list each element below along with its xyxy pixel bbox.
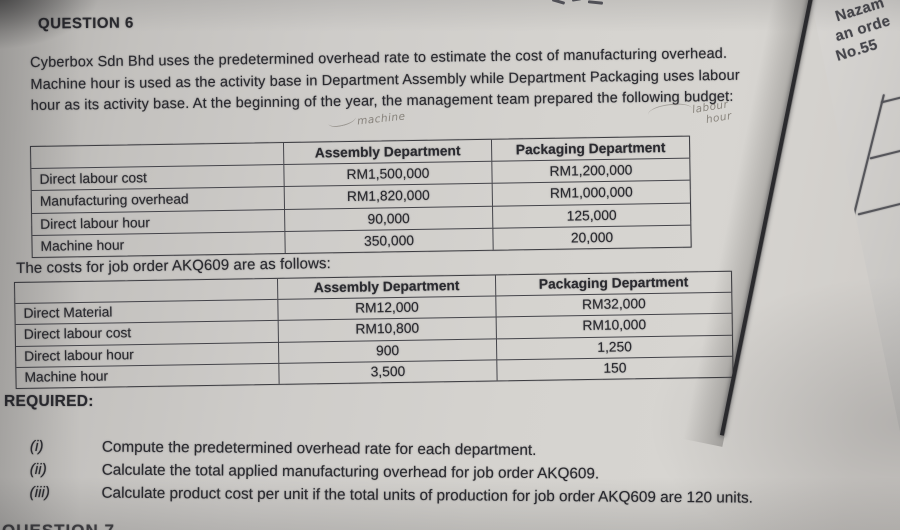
required-heading: REQUIRED: [4, 393, 94, 410]
required-item-text: Calculate product cost per unit if the t… [101, 484, 753, 508]
budget-cell: 125,000 [491, 202, 691, 228]
budget-cell: RM1,820,000 [283, 183, 492, 209]
budget-row-label: Machine hour [32, 230, 285, 257]
required-item-number: (iii) [29, 484, 51, 502]
pencil-note-labour-hour: labour hour [691, 98, 733, 126]
budget-cell: 90,000 [284, 205, 493, 231]
job-order-table: Assembly Department Packaging Department… [14, 270, 734, 389]
intro-paragraph: Cyberbox Sdn Bhd uses the predetermined … [30, 44, 740, 118]
budget-cell: RM1,500,000 [283, 160, 492, 187]
page-top-partial-marks [551, 0, 612, 8]
pencil-arrow [327, 112, 357, 129]
budget-cell: 20,000 [492, 224, 691, 250]
budget-table: Assembly Department Packaging Department… [30, 135, 692, 258]
job-row-label: Machine hour [16, 362, 279, 388]
job-cell: 3,500 [278, 359, 497, 384]
job-order-intro-line: The costs for job order AKQ609 are as fo… [16, 255, 331, 277]
required-list: (i) Compute the predetermined overhead r… [29, 435, 892, 511]
budget-cell: 350,000 [284, 227, 493, 253]
back-table-line [857, 198, 900, 216]
required-item-number: (i) [29, 437, 44, 456]
next-question-partial: QUESTION 7 [2, 521, 115, 530]
back-table-line [869, 142, 900, 160]
question-title: QUESTION 6 [37, 14, 134, 33]
budget-cell: RM1,200,000 [491, 157, 690, 184]
budget-cell: RM1,000,000 [491, 180, 690, 206]
required-item-number: (ii) [29, 461, 47, 479]
